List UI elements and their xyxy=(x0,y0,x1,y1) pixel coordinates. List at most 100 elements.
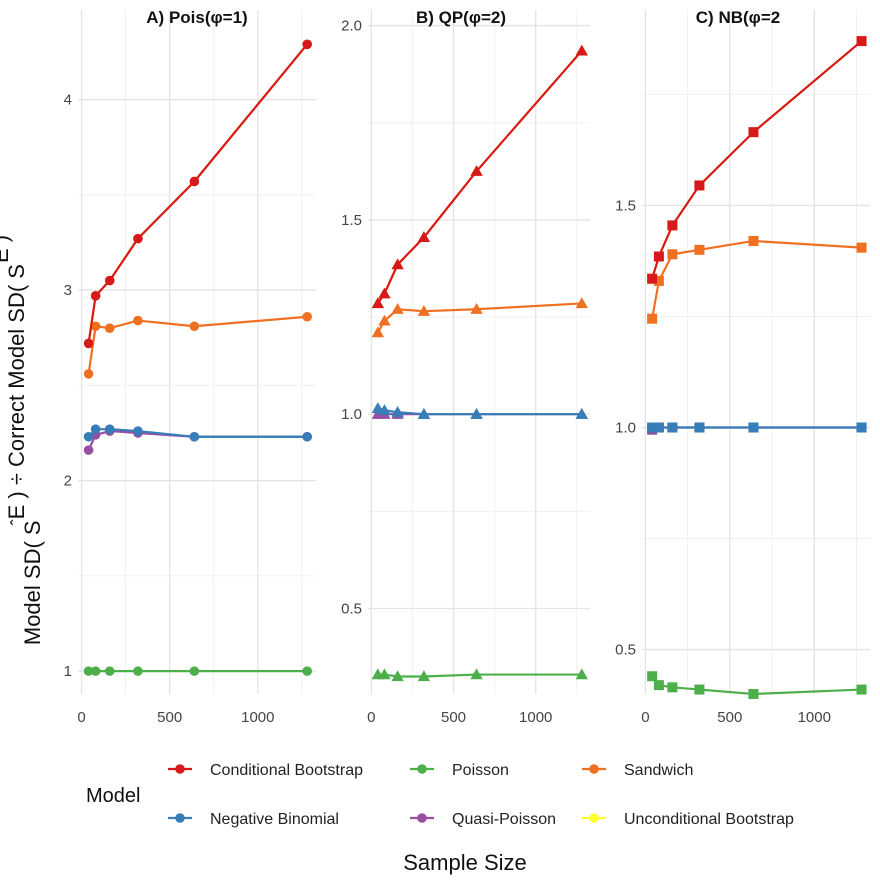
x-tick-label: 500 xyxy=(441,709,466,726)
y-axis-title-part: E xyxy=(4,505,29,520)
x-tick-label: 500 xyxy=(717,709,742,726)
series-poisson xyxy=(83,666,312,676)
data-point xyxy=(83,338,94,349)
data-point xyxy=(189,666,200,676)
y-axis-title-part: E xyxy=(0,248,13,263)
data-point xyxy=(371,297,385,309)
data-point xyxy=(667,682,678,693)
legend-label: Quasi-Poisson xyxy=(452,811,556,828)
data-point xyxy=(189,321,200,332)
series-line xyxy=(376,50,583,305)
panel-title: A) Pois(φ=1) xyxy=(146,8,247,27)
panel-3: 0 500 1000 0.5 1.0 1.5 C) NB(φ=2 xyxy=(615,8,870,726)
data-point xyxy=(856,684,867,695)
series-unconditional-bootstrap xyxy=(83,39,312,349)
y-tick-label: 0.5 xyxy=(615,642,636,659)
data-point xyxy=(133,666,143,676)
data-point xyxy=(647,273,658,284)
y-axis-title-part: ) xyxy=(0,235,13,248)
legend-label: Negative Binomial xyxy=(210,811,339,828)
y-tick-label: 1 xyxy=(64,663,72,680)
x-tick-label: 1000 xyxy=(519,709,552,726)
data-point xyxy=(694,180,705,191)
data-point xyxy=(694,244,705,255)
data-point xyxy=(371,326,385,338)
data-point xyxy=(83,445,94,455)
y-tick-label: 3 xyxy=(64,282,72,299)
series-poisson xyxy=(371,668,588,682)
data-point xyxy=(856,36,867,47)
y-tick-label: 0.5 xyxy=(341,601,362,618)
series-unconditional-bootstrap xyxy=(371,44,588,309)
data-point xyxy=(90,666,101,676)
data-point xyxy=(748,127,759,138)
data-point xyxy=(748,689,759,699)
data-point xyxy=(470,407,483,419)
data-point xyxy=(189,176,200,187)
data-point xyxy=(391,258,404,270)
series-line xyxy=(87,315,308,375)
data-point xyxy=(647,671,658,682)
y-tick-label: 1.0 xyxy=(341,406,362,423)
data-point xyxy=(856,422,867,433)
data-point xyxy=(83,431,94,442)
data-point xyxy=(302,431,312,442)
panel-2: 0 500 1000 0.5 1.0 1.5 2.0 B) QP(φ=2) xyxy=(341,8,590,726)
y-axis-title-part: ) ÷ Correct Model SD( xyxy=(4,279,29,505)
series-conditional-bootstrap xyxy=(647,36,867,284)
panel-title: B) QP(φ=2) xyxy=(416,8,506,27)
data-point xyxy=(694,684,705,695)
data-point xyxy=(90,290,101,301)
data-point xyxy=(189,431,200,442)
data-point xyxy=(417,231,431,243)
legend-item-quasi-poisson: Quasi-Poisson xyxy=(410,811,556,828)
legend-key-point xyxy=(175,813,185,823)
data-point xyxy=(856,242,867,253)
data-point xyxy=(575,668,588,680)
hat-accent: ˆ xyxy=(8,519,28,525)
y-tick-label: 2 xyxy=(64,473,72,490)
series-line xyxy=(87,43,309,344)
data-point xyxy=(748,235,759,246)
legend-label: Poisson xyxy=(452,762,509,779)
data-point xyxy=(417,407,431,419)
series-line xyxy=(87,43,309,344)
y-axis-title-part: S xyxy=(4,264,29,279)
data-point xyxy=(575,407,588,419)
legend-key-point xyxy=(589,813,599,823)
data-point xyxy=(647,313,658,324)
data-point xyxy=(694,422,705,433)
y-axis-title-part: S xyxy=(20,520,45,535)
legend-label: Sandwich xyxy=(624,762,693,779)
data-point xyxy=(470,165,483,176)
data-point xyxy=(391,303,404,314)
legend-title: Model xyxy=(86,785,140,807)
x-tick-label: 0 xyxy=(641,709,649,726)
x-tick-label: 500 xyxy=(157,709,182,726)
hat-accent: ˆ xyxy=(0,263,12,269)
data-point xyxy=(378,287,391,299)
data-point xyxy=(104,666,115,676)
x-axis-title: Sample Size xyxy=(403,850,527,875)
legend: Model Conditional Bootstrap Poisson Sandwi… xyxy=(86,762,794,828)
data-point xyxy=(653,422,664,433)
data-point xyxy=(378,404,391,415)
x-tick-label: 1000 xyxy=(798,709,831,726)
series-conditional-bootstrap xyxy=(371,44,588,309)
data-point xyxy=(748,422,759,433)
data-point xyxy=(83,666,94,676)
data-point xyxy=(470,668,483,680)
series-line xyxy=(651,239,862,319)
data-point xyxy=(302,666,312,676)
data-point xyxy=(391,406,404,417)
legend-label: Conditional Bootstrap xyxy=(210,762,363,779)
data-point xyxy=(667,249,678,260)
data-point xyxy=(417,304,431,316)
y-tick-label: 1.0 xyxy=(615,420,636,437)
legend-key-point xyxy=(175,764,185,774)
data-point xyxy=(133,233,143,244)
data-point xyxy=(378,314,391,326)
series-sandwich xyxy=(83,311,312,379)
data-point xyxy=(417,670,431,682)
series-line xyxy=(377,407,582,416)
